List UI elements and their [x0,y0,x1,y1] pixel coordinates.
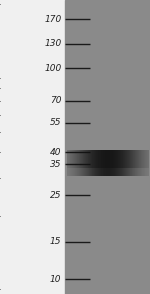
Text: 15: 15 [50,238,62,246]
Text: 130: 130 [44,39,62,49]
Bar [65,0,150,294]
Text: 100: 100 [44,64,62,73]
Text: 40: 40 [50,148,62,156]
Text: 10: 10 [50,275,62,284]
Text: 70: 70 [50,96,62,105]
Text: 55: 55 [50,118,62,127]
Bar [0,0,65,294]
Text: 170: 170 [44,15,62,24]
Text: 35: 35 [50,160,62,169]
Text: 25: 25 [50,191,62,200]
